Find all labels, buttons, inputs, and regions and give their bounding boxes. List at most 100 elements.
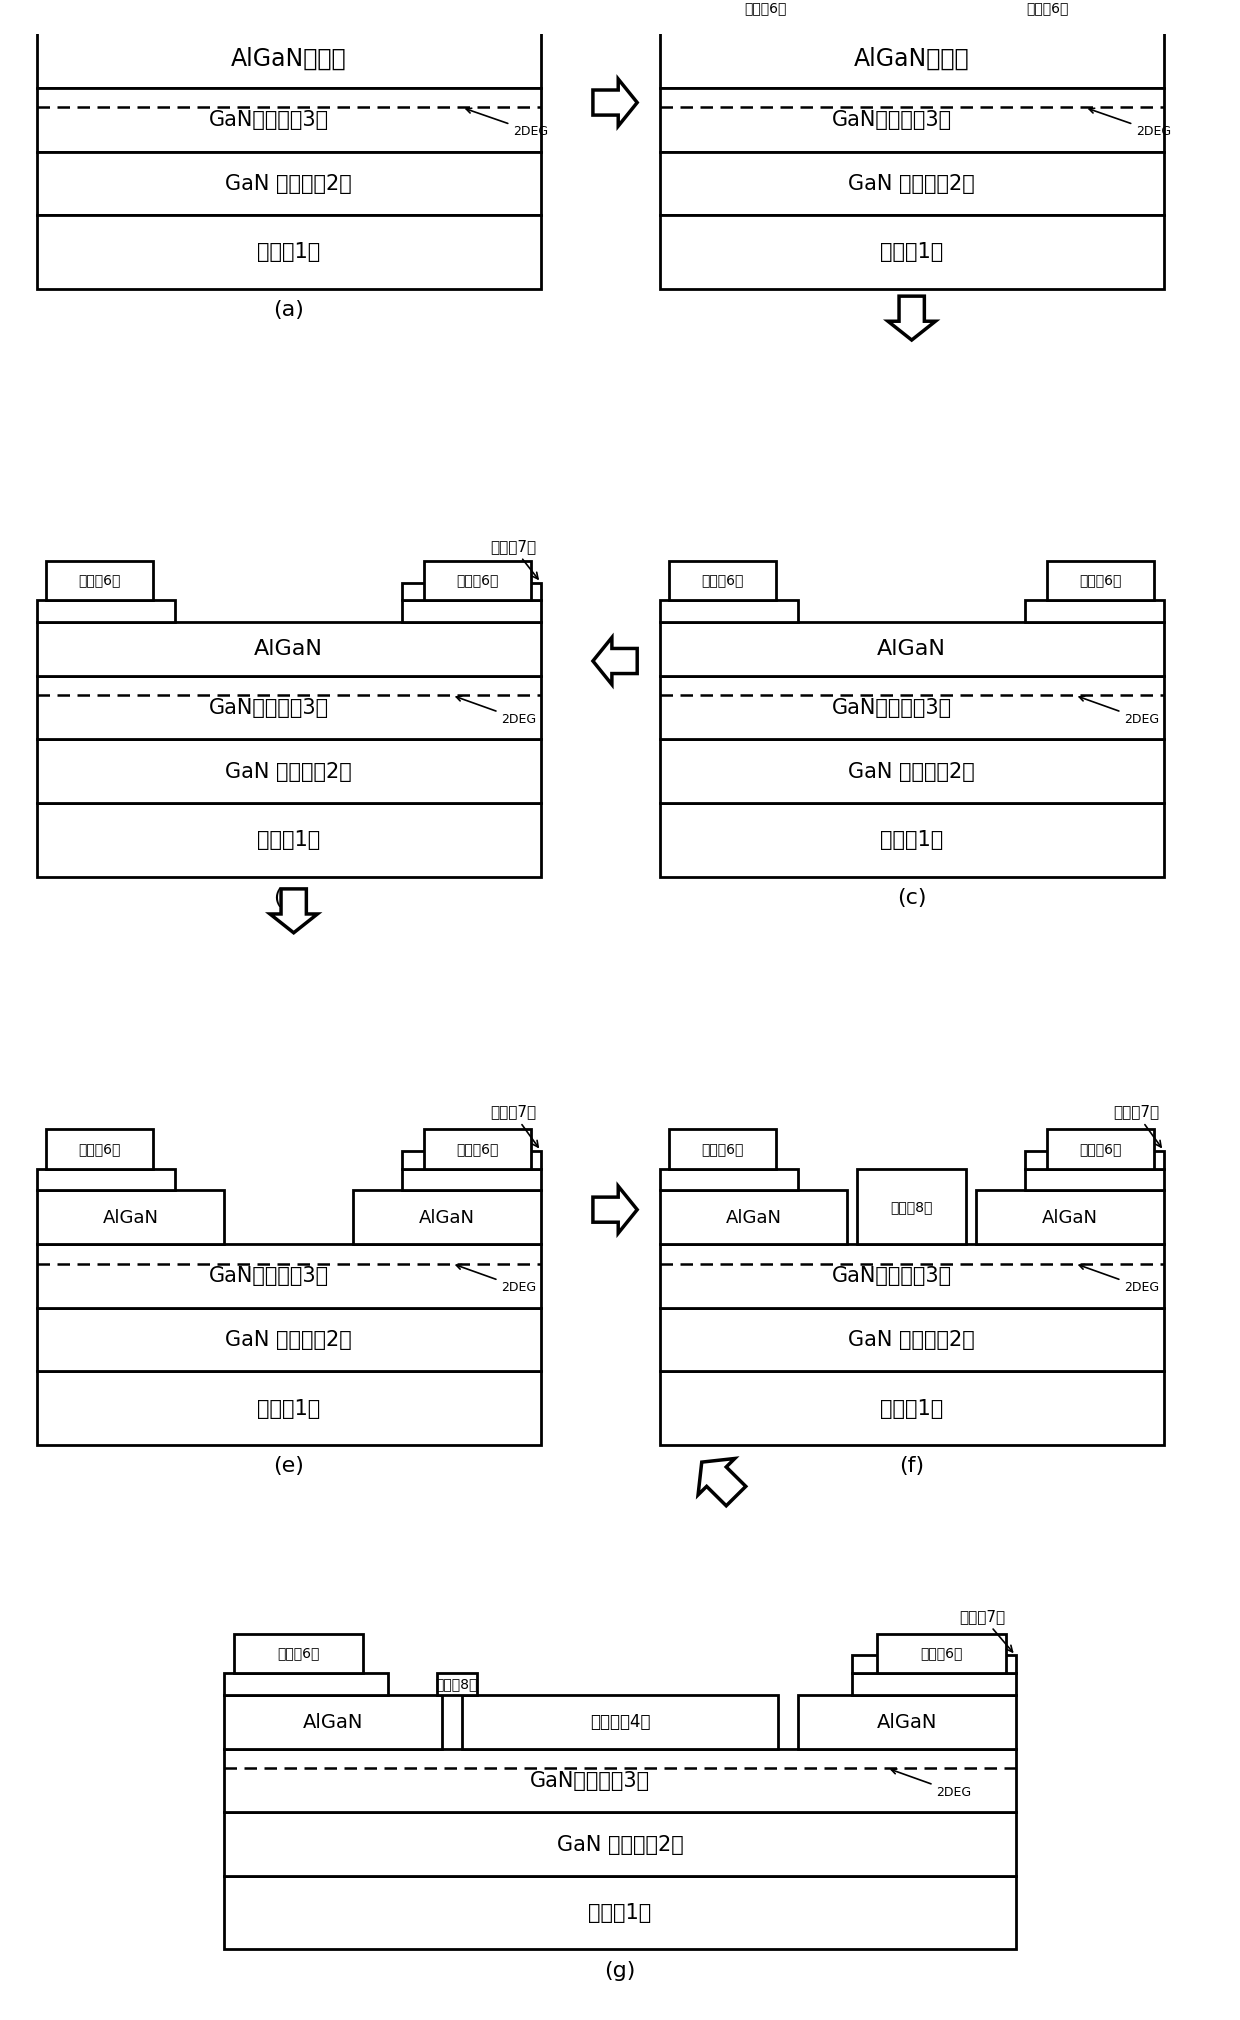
- Bar: [1047, 1129, 1154, 1168]
- Text: 介质（7）: 介质（7）: [960, 1610, 1013, 1652]
- Bar: [37, 1190, 224, 1244]
- Text: GaN沟道层（3）: GaN沟道层（3）: [531, 1772, 651, 1792]
- Text: (a): (a): [273, 301, 304, 321]
- Bar: [424, 562, 531, 600]
- Bar: [353, 1190, 541, 1244]
- Bar: [660, 739, 1164, 804]
- Text: 衬底（1）: 衬底（1）: [880, 830, 944, 850]
- Text: 2DEG: 2DEG: [1089, 109, 1172, 137]
- Bar: [660, 677, 1164, 739]
- Bar: [46, 1129, 154, 1168]
- Bar: [37, 1372, 541, 1444]
- Bar: [660, 804, 1164, 877]
- Bar: [660, 1190, 847, 1244]
- Bar: [403, 600, 541, 622]
- Text: 2DEG: 2DEG: [466, 109, 548, 137]
- Bar: [37, 1244, 541, 1307]
- Text: 阴极（6）: 阴极（6）: [744, 2, 786, 16]
- Text: GaN沟道层（3）: GaN沟道层（3）: [832, 111, 952, 129]
- Text: (e): (e): [273, 1456, 304, 1477]
- Text: 衬底（1）: 衬底（1）: [880, 242, 944, 263]
- Text: 2DEG: 2DEG: [1079, 697, 1159, 725]
- Text: 阴极（6）: 阴极（6）: [702, 574, 744, 588]
- Bar: [1025, 600, 1164, 622]
- Text: GaN沟道层（3）: GaN沟道层（3）: [208, 111, 329, 129]
- Text: AlGaN: AlGaN: [877, 1713, 937, 1731]
- Bar: [877, 1634, 1006, 1673]
- Text: 阳极（8）: 阳极（8）: [890, 1200, 932, 1214]
- Text: 衬底（1）: 衬底（1）: [257, 1398, 320, 1418]
- Bar: [660, 1372, 1164, 1444]
- Text: (d): (d): [273, 889, 305, 909]
- Text: 衬底（1）: 衬底（1）: [257, 830, 320, 850]
- Bar: [403, 1151, 541, 1168]
- Bar: [37, 28, 541, 87]
- Text: AlGaN: AlGaN: [419, 1208, 475, 1226]
- Text: 阴极（6）: 阴极（6）: [702, 1141, 744, 1155]
- Bar: [670, 562, 776, 600]
- Bar: [857, 1168, 966, 1244]
- Bar: [799, 1695, 1016, 1749]
- Bar: [461, 1695, 779, 1749]
- Text: 2DEG: 2DEG: [1079, 1265, 1159, 1295]
- Bar: [1047, 562, 1154, 600]
- Text: GaN 缓冲层（2）: GaN 缓冲层（2）: [226, 762, 352, 782]
- Bar: [660, 600, 799, 622]
- Text: 衬底（1）: 衬底（1）: [880, 1398, 944, 1418]
- Bar: [1025, 1168, 1164, 1190]
- Bar: [234, 1634, 363, 1673]
- Text: 介质（7）: 介质（7）: [490, 1105, 538, 1147]
- Text: GaN 缓冲层（2）: GaN 缓冲层（2）: [557, 1834, 683, 1854]
- Text: 阴极（6）: 阴极（6）: [456, 1141, 498, 1155]
- Bar: [224, 1749, 1016, 1812]
- Text: AlGaN: AlGaN: [254, 638, 324, 659]
- Bar: [714, 0, 817, 28]
- Text: AlGaN势垒层: AlGaN势垒层: [231, 46, 346, 71]
- Bar: [852, 1656, 1016, 1673]
- Text: AlGaN: AlGaN: [103, 1208, 159, 1226]
- Bar: [660, 152, 1164, 216]
- Text: AlGaN: AlGaN: [303, 1713, 363, 1731]
- Text: 势垒层（4）: 势垒层（4）: [590, 1713, 650, 1731]
- Text: 阴极（6）: 阴极（6）: [920, 1646, 962, 1660]
- Bar: [996, 0, 1100, 28]
- Bar: [37, 600, 175, 622]
- Text: AlGaN: AlGaN: [725, 1208, 781, 1226]
- Bar: [224, 1695, 441, 1749]
- Text: (g): (g): [604, 1961, 636, 1982]
- Text: 介质（7）: 介质（7）: [490, 539, 538, 580]
- Text: 2DEG: 2DEG: [456, 697, 537, 725]
- Text: GaN沟道层（3）: GaN沟道层（3）: [832, 699, 952, 717]
- Text: 阴极（6）: 阴极（6）: [78, 1141, 122, 1155]
- Bar: [660, 87, 1164, 152]
- Bar: [660, 216, 1164, 289]
- Text: GaN 缓冲层（2）: GaN 缓冲层（2）: [848, 174, 975, 194]
- Text: 阴极（6）: 阴极（6）: [456, 574, 498, 588]
- Text: GaN 缓冲层（2）: GaN 缓冲层（2）: [848, 1329, 975, 1349]
- Bar: [403, 582, 541, 600]
- Text: GaN沟道层（3）: GaN沟道层（3）: [832, 1267, 952, 1287]
- Text: 介质（7）: 介质（7）: [1112, 1105, 1161, 1147]
- Text: GaN 缓冲层（2）: GaN 缓冲层（2）: [848, 762, 975, 782]
- Text: 阴极（6）: 阴极（6）: [1079, 1141, 1122, 1155]
- Text: AlGaN: AlGaN: [1042, 1208, 1097, 1226]
- Bar: [37, 622, 541, 677]
- Bar: [37, 1168, 175, 1190]
- Bar: [37, 1307, 541, 1372]
- Bar: [660, 1244, 1164, 1307]
- Bar: [852, 1673, 1016, 1695]
- Bar: [37, 739, 541, 804]
- Bar: [660, 1307, 1164, 1372]
- Text: 衬底（1）: 衬底（1）: [257, 242, 320, 263]
- Bar: [670, 1129, 776, 1168]
- Polygon shape: [270, 889, 317, 933]
- Text: (c): (c): [897, 889, 926, 909]
- Bar: [224, 1877, 1016, 1949]
- Bar: [424, 1129, 531, 1168]
- Text: GaN沟道层（3）: GaN沟道层（3）: [208, 699, 329, 717]
- Text: AlGaN: AlGaN: [877, 638, 946, 659]
- Polygon shape: [593, 638, 637, 685]
- Polygon shape: [888, 297, 935, 339]
- Bar: [403, 1168, 541, 1190]
- Text: 阴极（6）: 阴极（6）: [78, 574, 122, 588]
